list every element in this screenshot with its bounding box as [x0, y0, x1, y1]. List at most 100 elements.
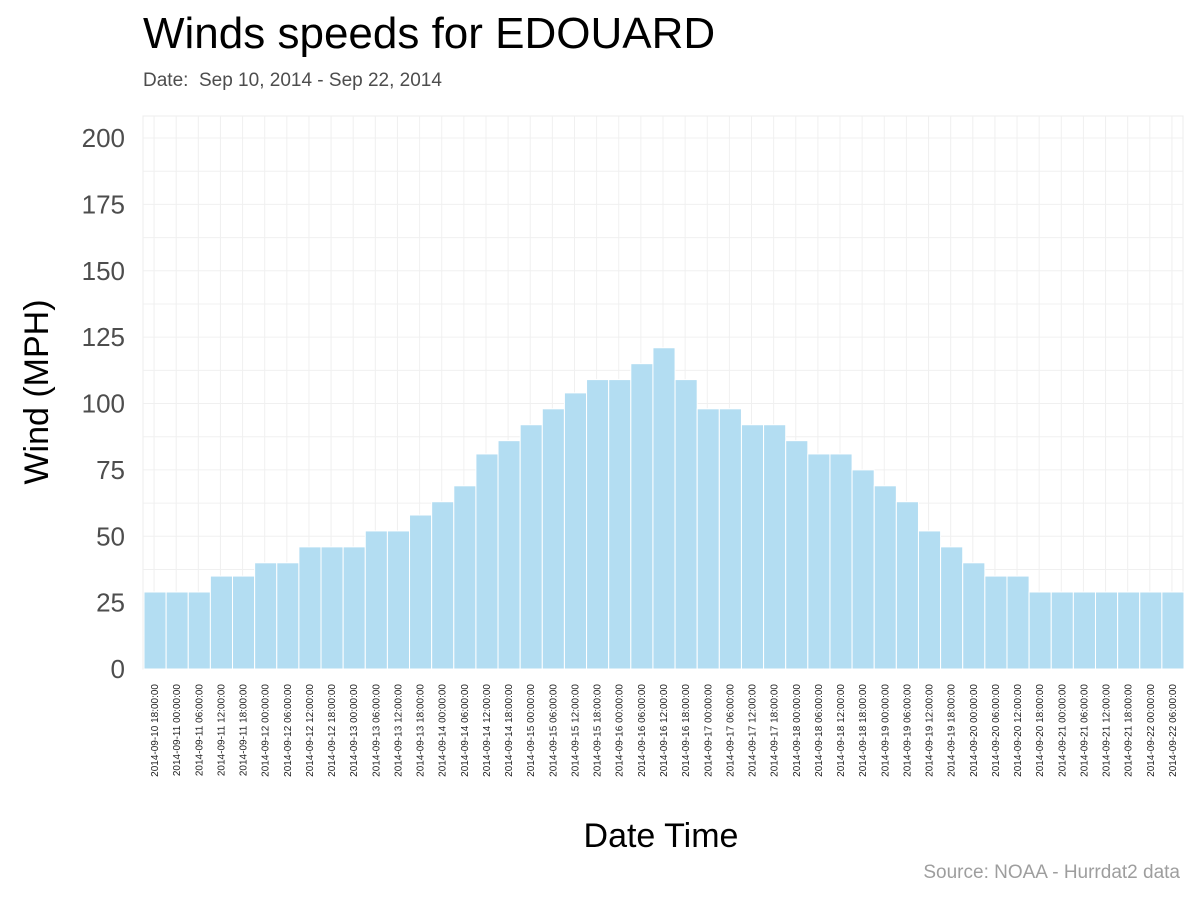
- bar: [187, 591, 211, 670]
- x-tick-label: 2014-09-12 18:00:00: [327, 684, 338, 777]
- bar: [940, 546, 964, 670]
- x-tick-label: 2014-09-18 18:00:00: [858, 684, 869, 777]
- bar: [320, 546, 344, 670]
- bar: [431, 501, 455, 670]
- y-tick-label: 125: [82, 322, 125, 352]
- x-tick-label: 2014-09-22 00:00:00: [1146, 684, 1157, 777]
- x-tick-label: 2014-09-11 00:00:00: [172, 684, 183, 777]
- x-tick-label: 2014-09-11 12:00:00: [216, 684, 227, 777]
- y-axis-title: Wind (MPH): [18, 299, 56, 484]
- x-tick-label: 2014-09-18 12:00:00: [836, 684, 847, 777]
- x-tick-label: 2014-09-19 18:00:00: [947, 684, 958, 777]
- bar: [608, 379, 632, 670]
- x-tick-label: 2014-09-14 06:00:00: [460, 684, 471, 777]
- bar: [674, 379, 698, 670]
- bar: [829, 453, 853, 670]
- bar: [1050, 591, 1074, 670]
- bar: [254, 562, 278, 670]
- x-tick-label: 2014-09-20 12:00:00: [1013, 684, 1024, 777]
- x-tick-label: 2014-09-11 18:00:00: [239, 684, 250, 777]
- bar: [1094, 591, 1119, 670]
- x-tick-label: 2014-09-22 06:00:00: [1168, 684, 1179, 777]
- x-tick-label: 2014-09-16 18:00:00: [681, 684, 692, 777]
- bar: [1006, 575, 1030, 670]
- bar: [718, 408, 742, 670]
- bar: [696, 408, 720, 670]
- bar: [763, 424, 787, 670]
- x-tick-label: 2014-09-15 00:00:00: [526, 684, 537, 777]
- bar: [209, 575, 234, 670]
- x-tick-label: 2014-09-14 00:00:00: [438, 684, 449, 777]
- bar: [1139, 591, 1163, 670]
- x-axis-title: Date Time: [584, 817, 739, 855]
- x-tick-label: 2014-09-17 00:00:00: [703, 684, 714, 777]
- bar: [342, 546, 366, 670]
- y-tick-label: 25: [96, 588, 125, 618]
- x-tick-label: 2014-09-13 18:00:00: [416, 684, 427, 777]
- bar: [386, 530, 411, 670]
- x-tick-label: 2014-09-16 06:00:00: [637, 684, 648, 777]
- x-axis-ticks: 2014-09-10 18:00:00 2014-09-11 00:00:00 20…: [150, 684, 1179, 777]
- bar: [475, 453, 499, 670]
- bars: [143, 347, 1185, 670]
- x-tick-label: 2014-09-21 00:00:00: [1057, 684, 1068, 777]
- bar: [519, 424, 543, 670]
- bar: [1072, 591, 1096, 670]
- x-tick-label: 2014-09-21 18:00:00: [1124, 684, 1135, 777]
- bar: [232, 575, 256, 670]
- x-tick-label: 2014-09-15 18:00:00: [593, 684, 604, 777]
- source-caption: Source: NOAA - Hurrdat2 data: [923, 862, 1180, 883]
- x-tick-label: 2014-09-13 00:00:00: [349, 684, 360, 777]
- bar: [630, 363, 654, 670]
- x-tick-label: 2014-09-21 06:00:00: [1079, 684, 1090, 777]
- x-tick-label: 2014-09-19 06:00:00: [902, 684, 913, 777]
- chart-subtitle: Date: Sep 10, 2014 - Sep 22, 2014: [143, 70, 442, 91]
- bar: [1161, 591, 1185, 670]
- bar: [895, 501, 919, 670]
- x-tick-label: 2014-09-17 18:00:00: [770, 684, 781, 777]
- bar: [984, 575, 1008, 670]
- bar: [298, 546, 322, 670]
- y-tick-label: 175: [82, 189, 125, 219]
- x-tick-label: 2014-09-13 12:00:00: [394, 684, 405, 777]
- bar: [409, 514, 433, 670]
- bar: [1028, 591, 1052, 670]
- bar: [962, 562, 986, 670]
- bar: [1117, 591, 1141, 670]
- x-tick-label: 2014-09-17 12:00:00: [748, 684, 759, 777]
- x-tick-label: 2014-09-12 12:00:00: [305, 684, 316, 777]
- bar: [807, 453, 831, 670]
- bar: [586, 379, 610, 670]
- y-tick-label: 50: [96, 521, 125, 551]
- x-tick-label: 2014-09-16 12:00:00: [659, 684, 670, 777]
- y-axis-ticks: 0 25 50 75 100 125 150 175 200: [82, 123, 125, 684]
- bar: [740, 424, 765, 670]
- bar: [541, 408, 565, 670]
- x-tick-label: 2014-09-19 12:00:00: [925, 684, 936, 777]
- x-tick-label: 2014-09-18 00:00:00: [792, 684, 803, 777]
- x-tick-label: 2014-09-13 06:00:00: [371, 684, 382, 777]
- bar: [276, 562, 300, 670]
- x-tick-label: 2014-09-20 18:00:00: [1035, 684, 1046, 777]
- x-tick-label: 2014-09-15 12:00:00: [571, 684, 582, 777]
- chart-title: Winds speeds for EDOUARD: [143, 9, 716, 58]
- y-tick-label: 150: [82, 256, 125, 286]
- x-tick-label: 2014-09-16 00:00:00: [615, 684, 626, 777]
- x-tick-label: 2014-09-20 00:00:00: [969, 684, 980, 777]
- y-tick-label: 0: [111, 654, 125, 684]
- x-tick-label: 2014-09-21 12:00:00: [1102, 684, 1113, 777]
- x-tick-label: 2014-09-14 18:00:00: [504, 684, 515, 777]
- bar: [851, 469, 875, 670]
- x-tick-label: 2014-09-10 18:00:00: [150, 684, 161, 777]
- x-tick-label: 2014-09-19 00:00:00: [880, 684, 891, 777]
- bar: [364, 530, 388, 670]
- y-tick-label: 200: [82, 123, 125, 153]
- y-tick-label: 75: [96, 455, 125, 485]
- y-tick-label: 100: [82, 389, 125, 419]
- bar: [873, 485, 897, 670]
- x-tick-label: 2014-09-12 00:00:00: [261, 684, 272, 777]
- x-tick-label: 2014-09-18 06:00:00: [814, 684, 825, 777]
- bar: [652, 347, 676, 670]
- x-tick-label: 2014-09-14 12:00:00: [482, 684, 493, 777]
- x-tick-label: 2014-09-11 06:00:00: [194, 684, 205, 777]
